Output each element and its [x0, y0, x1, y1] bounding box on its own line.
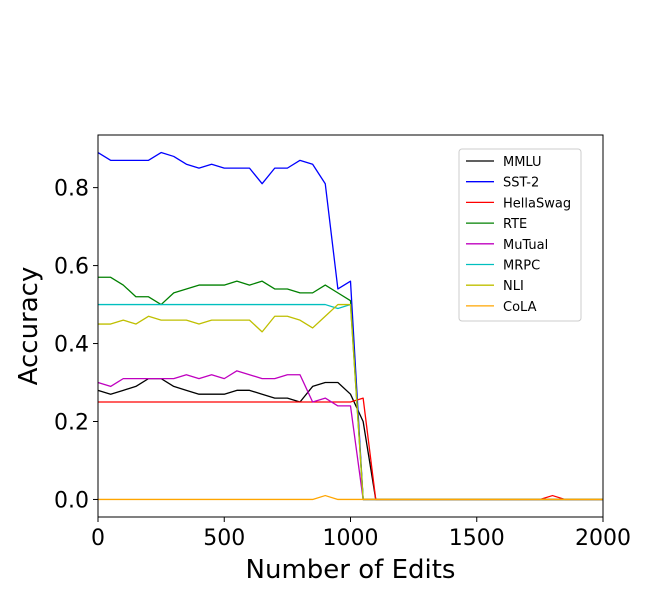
y-tick-label: 0.4 [54, 333, 89, 358]
series-line-nli [98, 303, 603, 501]
y-tick-label: 0.8 [54, 177, 89, 202]
series-line-sst-2 [97, 151, 603, 501]
y-tick-label: 0.2 [54, 411, 89, 436]
legend-label: RTE [503, 217, 527, 232]
legend-label: CoLA [503, 300, 537, 315]
x-tick-label: 1000 [323, 526, 379, 551]
series-line-mutual [97, 370, 603, 501]
series-line-mmlu [97, 377, 603, 501]
y-axis-label: Accuracy [14, 267, 44, 386]
legend-label: MMLU [503, 155, 542, 170]
series-line-rte [98, 276, 603, 501]
series-layer [97, 151, 603, 501]
legend-box [458, 148, 582, 322]
series-line-hellaswag [98, 397, 603, 501]
legend-label: SST-2 [503, 176, 539, 191]
legend-label: MuTual [503, 238, 548, 253]
x-tick-label: 500 [203, 526, 245, 551]
series-line-cola [98, 494, 603, 501]
legend-label: MRPC [503, 259, 540, 274]
legend-label: NLI [503, 279, 524, 294]
y-axis: 0.0 0.2 0.4 0.6 0.8 [54, 177, 98, 513]
x-axis-label: Number of Edits [246, 555, 456, 585]
x-axis: 0 500 1000 1500 2000 [91, 517, 631, 551]
legend: MMLU SST-2 HellaSwag RTE MuTual MRPC NLI CoLA [458, 148, 582, 322]
x-tick-label: 2000 [575, 526, 631, 551]
y-tick-label: 0.0 [54, 488, 89, 513]
legend-label: HellaSwag [503, 196, 571, 211]
x-tick-label: 0 [91, 526, 105, 551]
x-tick-label: 1500 [449, 526, 505, 551]
y-tick-label: 0.6 [54, 255, 89, 280]
